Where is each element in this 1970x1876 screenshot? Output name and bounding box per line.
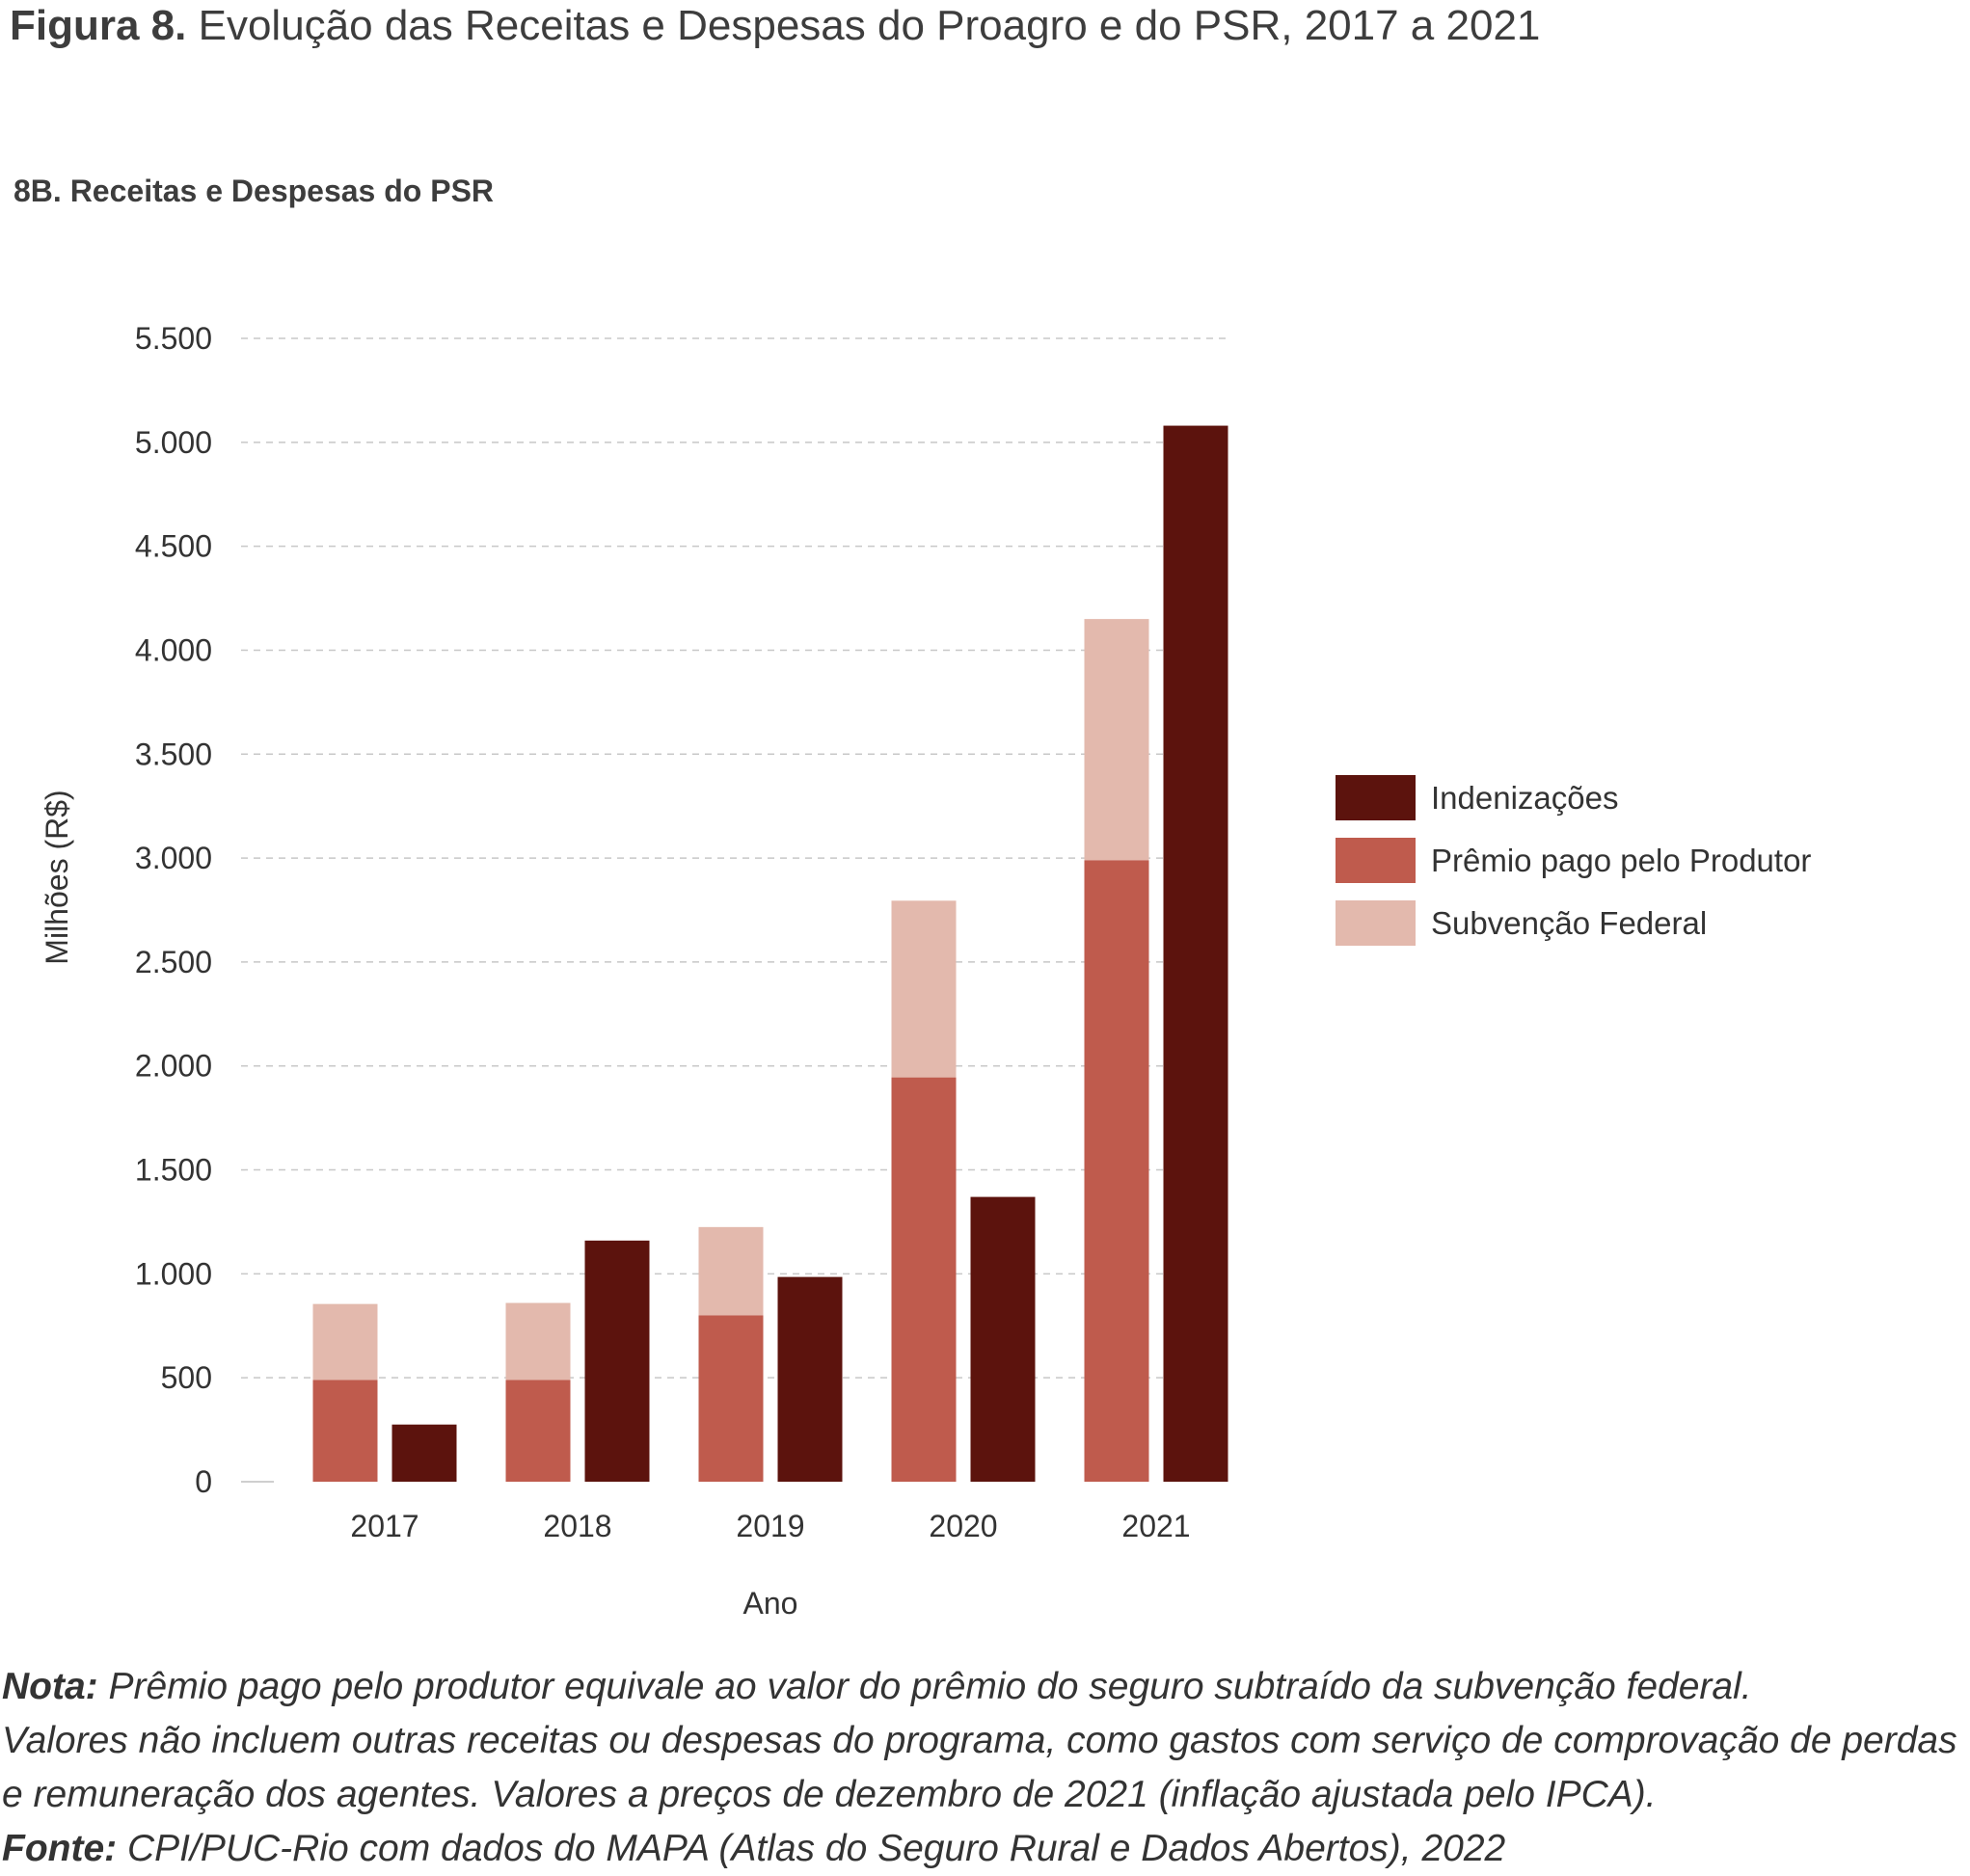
bar-subvencao-2019 [698, 1226, 764, 1316]
figure-label: Figura 8. [10, 2, 187, 49]
y-axis-ticks: 0 500 1.000 1.500 2.000 2.500 3.000 3.500 4.000 4… [135, 321, 212, 1499]
nota-text-1: Prêmio pago pelo produtor equivale ao va… [108, 1666, 1752, 1707]
x-axis-ticks: 2017 2018 2019 2020 2021 [350, 1509, 1190, 1543]
legend-label: Subvenção Federal [1431, 905, 1707, 941]
x-tick-label: 2017 [350, 1509, 418, 1543]
bar-subvencao-2018 [505, 1302, 571, 1380]
legend-label: Indenizações [1431, 780, 1618, 816]
bars [312, 425, 1228, 1482]
y-tick-label: 500 [161, 1360, 212, 1395]
y-tick-label: 3.000 [135, 841, 212, 875]
y-tick-label: 5.000 [135, 425, 212, 460]
figure-title: Figura 8. Evolução das Receitas e Despes… [10, 2, 1540, 50]
bar-indenizacoes-2021 [1163, 425, 1228, 1482]
bar-indenizacoes-2017 [391, 1424, 457, 1482]
nota-line-1: Nota: Prêmio pago pelo produtor equivale… [2, 1660, 1969, 1714]
bar-premio-2018 [505, 1380, 571, 1482]
y-tick-label: 1.500 [135, 1153, 212, 1188]
bar-subvencao-2021 [1084, 619, 1149, 861]
bar-premio-2021 [1084, 860, 1149, 1482]
legend: Indenizações Prêmio pago pelo Produtor Sub… [1336, 775, 1811, 946]
legend-swatch [1336, 775, 1416, 820]
y-tick-label: 3.500 [135, 737, 212, 771]
y-tick-label: 4.000 [135, 632, 212, 667]
legend-swatch [1336, 838, 1416, 883]
bar-premio-2017 [312, 1380, 378, 1482]
bar-subvencao-2020 [891, 900, 957, 1078]
legend-label: Prêmio pago pelo Produtor [1431, 843, 1811, 878]
figure-title-text: Evolução das Receitas e Despesas do Proa… [198, 2, 1541, 49]
x-tick-label: 2021 [1121, 1509, 1190, 1543]
nota-line-2: Valores não incluem outras receitas ou d… [2, 1720, 1957, 1761]
y-axis-label: Milhões (R$) [40, 790, 74, 964]
bar-indenizacoes-2020 [970, 1196, 1036, 1482]
nota-line-3: e remuneração dos agentes. Valores a pre… [2, 1774, 1657, 1815]
legend-swatch [1336, 900, 1416, 946]
panel-title: 8B. Receitas e Despesas do PSR [13, 174, 495, 208]
bar-subvencao-2017 [312, 1303, 378, 1380]
bar-chart: 0 500 1.000 1.500 2.000 2.500 3.000 3.500 4.000 4… [40, 321, 1811, 1621]
y-tick-label: 2.000 [135, 1049, 212, 1084]
x-tick-label: 2020 [929, 1509, 997, 1543]
x-axis-label: Ano [743, 1586, 798, 1621]
x-tick-label: 2019 [736, 1509, 804, 1543]
y-tick-label: 0 [195, 1464, 212, 1499]
fonte-label: Fonte: [2, 1828, 118, 1869]
bar-indenizacoes-2019 [777, 1276, 843, 1482]
bar-indenizacoes-2018 [584, 1240, 650, 1482]
nota-label: Nota: [2, 1666, 98, 1707]
fonte-line: Fonte: CPI/PUC-Rio com dados do MAPA (At… [2, 1822, 1969, 1876]
bar-premio-2020 [891, 1077, 957, 1482]
y-tick-label: 2.500 [135, 945, 212, 979]
x-tick-label: 2018 [543, 1509, 611, 1543]
y-tick-label: 4.500 [135, 529, 212, 564]
y-tick-label: 5.500 [135, 321, 212, 356]
bar-premio-2019 [698, 1315, 764, 1482]
notes: Nota: Prêmio pago pelo produtor equivale… [2, 1660, 1969, 1876]
fonte-text: CPI/PUC-Rio com dados do MAPA (Atlas do … [126, 1828, 1506, 1869]
y-tick-label: 1.000 [135, 1256, 212, 1291]
